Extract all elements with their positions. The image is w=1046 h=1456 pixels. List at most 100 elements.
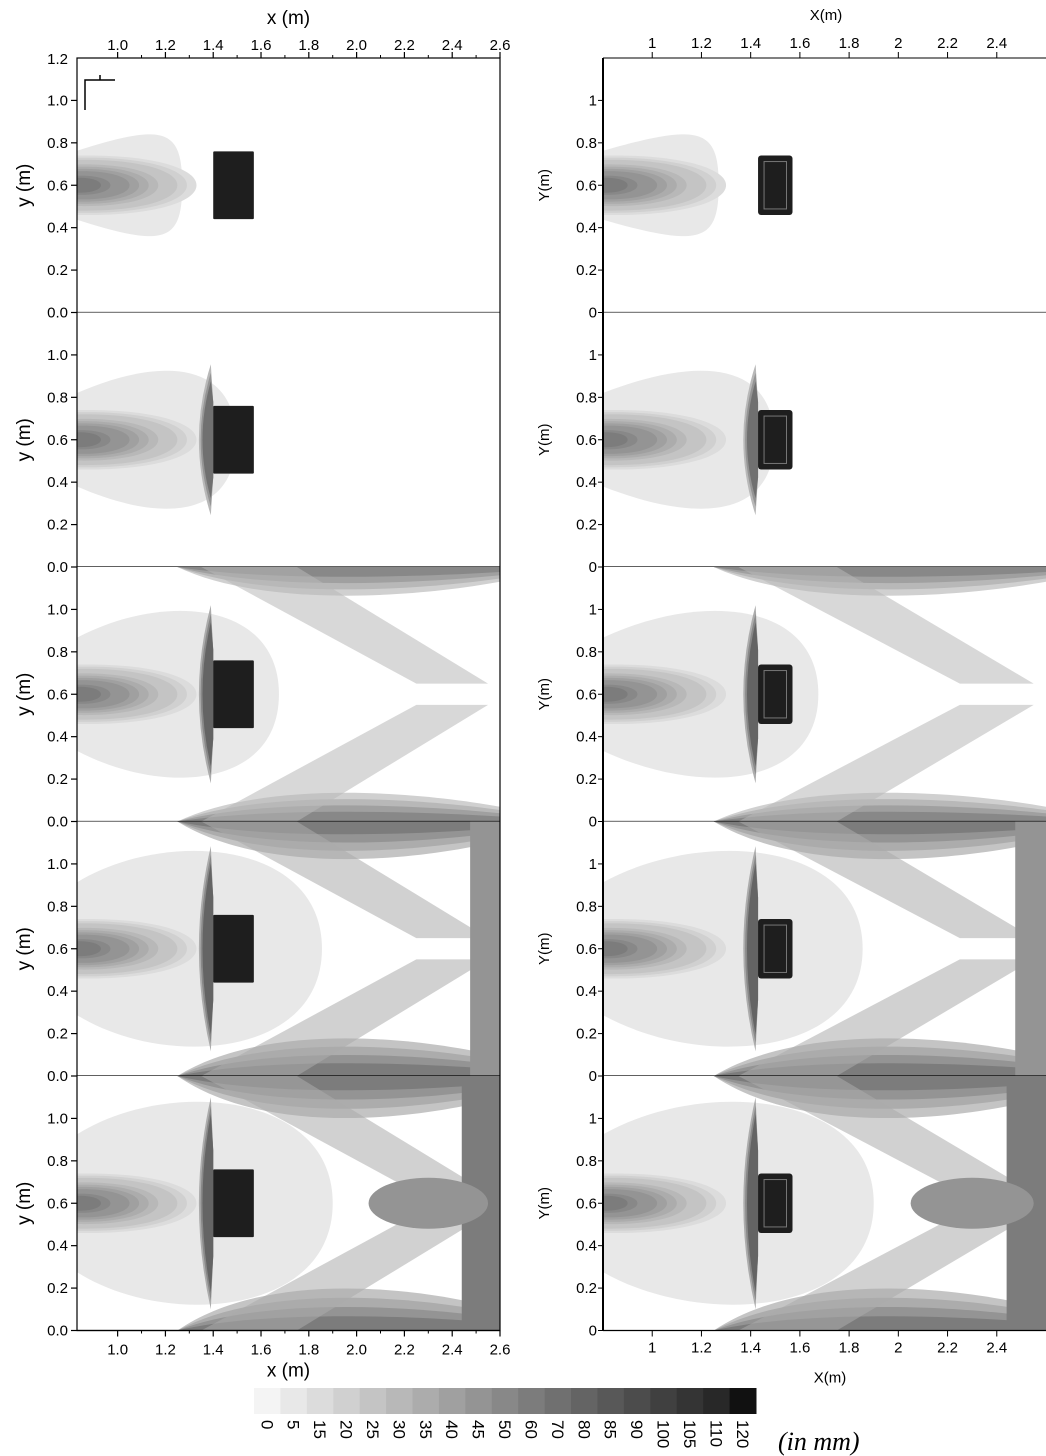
x-tick-label: 2 (894, 1340, 902, 1357)
frame-1-field (77, 58, 500, 313)
colorbar-label: 120 (733, 1420, 752, 1448)
y-tick-label: 1 (589, 856, 597, 873)
colorbar-unit: (in mm) (778, 1427, 860, 1456)
frame-3-field (77, 567, 500, 822)
bow-wave-band (202, 622, 214, 767)
y-tick-label: 0 (589, 559, 597, 576)
y-tick-label: 0.8 (576, 135, 597, 152)
far-wall-bulge (910, 1177, 1034, 1229)
y-tick-label: 0.6 (47, 686, 68, 703)
colorbar-label: 25 (363, 1420, 382, 1439)
y-tick-label: 0.2 (47, 771, 68, 788)
colorbar-swatch (412, 1388, 440, 1414)
y-tick-label: 0.6 (576, 177, 597, 194)
y-tick-label: 0.8 (576, 898, 597, 915)
colorbar-label: 15 (310, 1420, 329, 1439)
frame-5-field (77, 1076, 500, 1331)
y-tick-label: 0.2 (576, 517, 597, 534)
bow-wave-band (746, 381, 759, 499)
x-tick-label: 1.6 (789, 35, 810, 52)
colorbar-label: 90 (627, 1420, 646, 1439)
colorbar-label: 100 (654, 1420, 673, 1448)
x-tick-label: 2.6 (490, 37, 511, 54)
y-tick-label: 0.0 (47, 305, 68, 322)
colorbar-label: 105 (680, 1420, 699, 1448)
jet-core-contour (77, 1195, 101, 1211)
y-tick-label: 0.8 (576, 1153, 597, 1170)
x-tick-label: 1.6 (789, 1340, 810, 1357)
jet-halo (603, 1101, 874, 1305)
cross-wave-band (201, 1076, 489, 1193)
obstacle-block (213, 1169, 254, 1238)
x-tick-label: 1.8 (839, 35, 860, 52)
cross-wave-band (738, 704, 1034, 822)
y-tick-label: 0.4 (576, 474, 597, 491)
bow-wave-band (746, 622, 759, 767)
jet-halo (603, 850, 863, 1047)
frame-5-field (603, 1076, 1046, 1331)
x-tick-label: 1.8 (298, 1342, 319, 1359)
y-tick-label: 0.8 (47, 644, 68, 661)
y-tick-label: 0.2 (576, 1280, 597, 1297)
y-tick-label: 0.8 (47, 389, 68, 406)
colorbar-swatch (333, 1388, 361, 1414)
obstacle-block (758, 155, 793, 215)
colorbar-label: 50 (495, 1420, 514, 1439)
cross-wave-band (201, 959, 489, 1076)
y-tick-label: 0 (589, 814, 597, 831)
y-tick-label: 0.8 (47, 1153, 68, 1170)
colorbar-swatch (359, 1388, 387, 1414)
colorbar-label: 35 (416, 1420, 435, 1439)
bow-wave-band (746, 863, 759, 1035)
x-tick-label: 2.4 (986, 35, 1007, 52)
colorbar-swatch (597, 1388, 625, 1414)
bow-wave-band (202, 1114, 214, 1293)
colorbar-swatch (306, 1388, 334, 1414)
y-tick-label: 1.0 (47, 601, 68, 618)
x-tick-label: 1.8 (839, 1340, 860, 1357)
experimental-panel: 1.0 1.0 1.2 1.2 1.4 1.4 1.6 1.6 1.8 1.8 2.0 2.0 2.2 2… (14, 8, 510, 1382)
y-tick-label: 0.4 (47, 1238, 68, 1255)
jet-core-contour (603, 686, 628, 702)
y-tick-label: 0.0 (47, 559, 68, 576)
bow-wave-band (746, 1114, 759, 1293)
cross-wave-band (201, 567, 489, 684)
y-axis-title: y (m) (14, 673, 35, 716)
obstacle-block (213, 914, 254, 983)
cross-wave-band (201, 1213, 489, 1331)
jet-core-contour (77, 177, 101, 193)
x-tick-label: 1 (648, 1340, 656, 1357)
obstacle-block (213, 405, 254, 474)
y-tick-label: 0 (589, 1068, 597, 1085)
x-tick-label: 1.4 (740, 35, 761, 52)
bow-wave-band (202, 381, 214, 499)
x-tick-label: 2.4 (442, 37, 463, 54)
cross-wave-band (738, 959, 1034, 1076)
y-axis-title: Y(m) (536, 169, 553, 202)
y-axis-title: y (m) (14, 164, 35, 207)
colorbar-label: 110 (706, 1420, 725, 1447)
y-tick-label: 0.2 (47, 517, 68, 534)
obstacle-inner-outline (763, 924, 788, 973)
frame-2-field (603, 312, 1046, 567)
y-tick-label: 0.6 (576, 941, 597, 958)
colorbar-swatch (280, 1388, 308, 1414)
y-tick-label: 0.6 (576, 686, 597, 703)
y-tick-label: 0.8 (576, 389, 597, 406)
y-tick-label: 0.6 (47, 1195, 68, 1212)
y-axis-title: y (m) (14, 1182, 35, 1225)
obstacle-inner-outline (763, 670, 788, 719)
y-axis-title: Y(m) (536, 424, 553, 457)
colorbar-swatch (676, 1388, 704, 1414)
far-wall-bulge (368, 1177, 489, 1229)
far-wall-reflection (1015, 821, 1046, 1076)
y-tick-label: 0.4 (576, 220, 597, 237)
colorbar-label: 30 (389, 1420, 408, 1439)
x-tick-label: 2.0 (346, 37, 367, 54)
x-tick-label: 1.2 (691, 1340, 712, 1357)
x-tick-label: 1.4 (203, 1342, 224, 1359)
x-axis-title-bottom: X(m) (814, 1370, 847, 1387)
colorbar-label: 80 (574, 1420, 593, 1439)
y-tick-label: 1.0 (47, 856, 68, 873)
y-tick-label: 1 (589, 92, 597, 109)
